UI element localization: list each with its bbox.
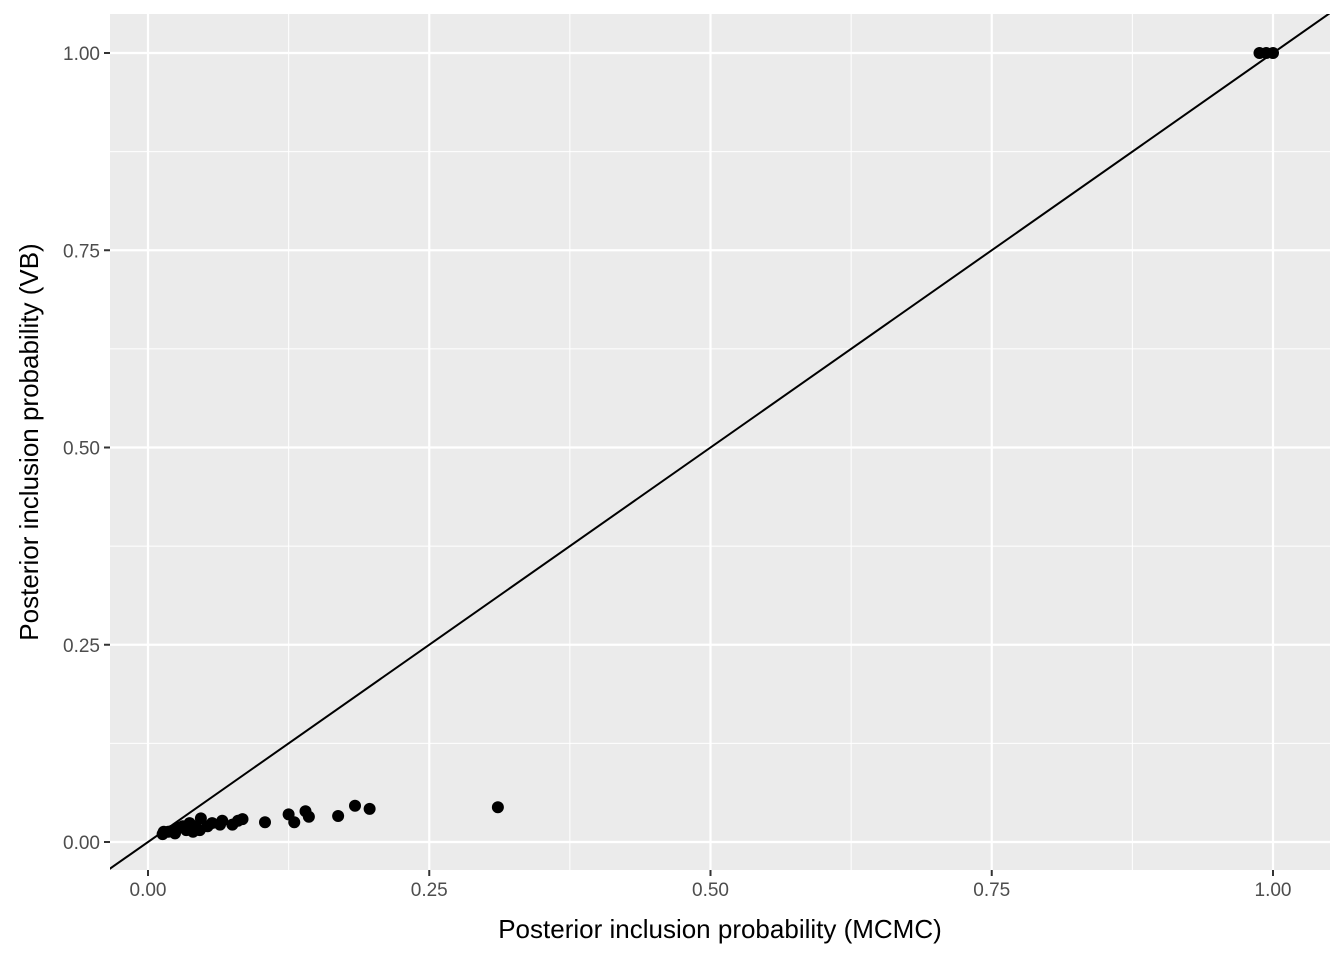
data-point (169, 827, 181, 840)
data-point (226, 818, 239, 831)
identity-line (110, 14, 1330, 870)
x-tick-label: 0.00 (130, 880, 167, 901)
points (156, 47, 1279, 841)
x-tick-label: 0.50 (692, 880, 729, 901)
data-point (332, 809, 345, 822)
y-tick-label: 0.50 (63, 439, 100, 460)
x-axis: 0.00 0.25 0.50 0.75 1.00 (130, 870, 1292, 901)
x-tick-label: 0.75 (973, 880, 1010, 901)
y-tick-label: 0.25 (63, 636, 100, 657)
data-point (187, 825, 199, 838)
x-tick-label: 1.00 (1255, 880, 1292, 901)
x-axis-label: Posterior inclusion probability (MCMC) (498, 914, 942, 944)
data-point (299, 805, 312, 818)
data-point (259, 816, 271, 829)
x-tick-label: 0.25 (411, 880, 448, 901)
y-tick-label: 0.75 (63, 241, 100, 262)
y-axis-label: Posterior inclusion probability (VB) (14, 243, 44, 640)
data-point (349, 799, 361, 812)
data-point (156, 828, 169, 841)
y-tick-label: 1.00 (63, 44, 100, 65)
data-point (363, 802, 376, 815)
major-gridlines (110, 14, 1330, 870)
minor-gridlines (110, 14, 1330, 870)
data-point (282, 808, 295, 821)
data-point (1267, 47, 1279, 59)
y-axis: 0.00 0.25 0.50 0.75 1.00 (63, 44, 110, 854)
data-point (491, 801, 504, 814)
y-tick-label: 0.00 (63, 833, 100, 854)
